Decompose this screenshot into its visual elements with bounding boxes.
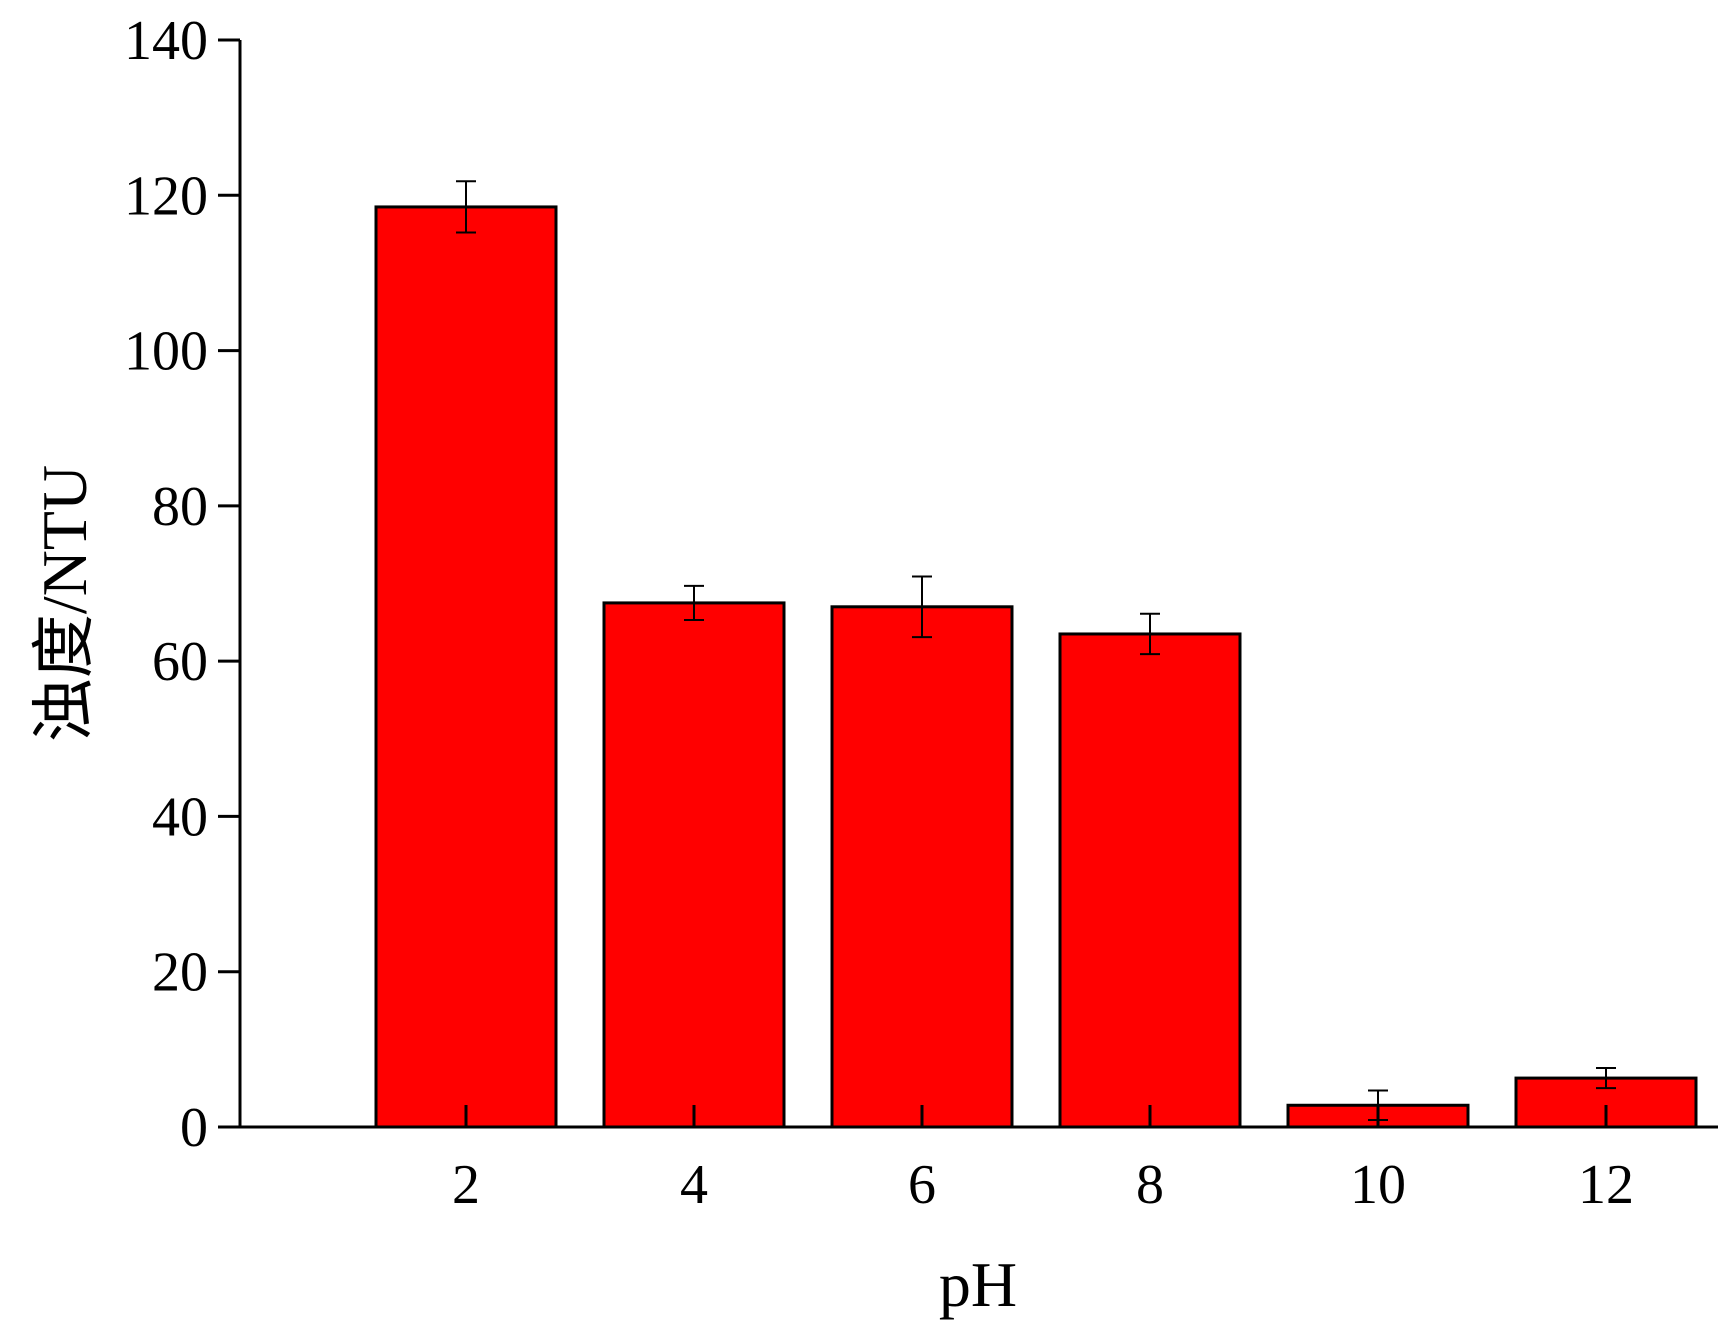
y-tick-label: 40 <box>152 786 208 848</box>
x-axis-ticks: 2 4 6 8 10 12 <box>452 1105 1634 1216</box>
y-tick-label: 140 <box>124 10 208 72</box>
y-tick-label: 20 <box>152 942 208 1004</box>
bar-8 <box>1058 632 1242 1129</box>
error-bars <box>456 180 1616 1122</box>
y-tick-label: 80 <box>152 476 208 538</box>
error-bar-12 <box>1596 1066 1616 1090</box>
error-bar-2 <box>456 180 476 234</box>
bars <box>374 205 1698 1129</box>
bar-4 <box>602 601 786 1129</box>
x-tick-label: 2 <box>452 1154 480 1216</box>
error-bar-6 <box>912 575 932 639</box>
y-tick-label: 60 <box>152 631 208 693</box>
y-axis-title: 浊度/NTU <box>29 465 100 742</box>
y-axis-ticks: 0 20 40 60 80 100 120 140 <box>124 10 240 1159</box>
bar-6 <box>830 605 1014 1129</box>
y-tick-label: 0 <box>180 1097 208 1159</box>
y-tick-label: 100 <box>124 321 208 383</box>
x-tick-label: 12 <box>1578 1154 1634 1216</box>
x-tick-label: 8 <box>1136 1154 1164 1216</box>
x-axis-title: pH <box>939 1249 1017 1320</box>
x-tick-label: 4 <box>680 1154 708 1216</box>
error-bar-8 <box>1140 612 1160 656</box>
x-tick-label: 10 <box>1350 1154 1406 1216</box>
y-tick-label: 120 <box>124 165 208 227</box>
x-tick-label: 6 <box>908 1154 936 1216</box>
error-bar-4 <box>684 584 704 621</box>
bar-2 <box>374 205 558 1129</box>
